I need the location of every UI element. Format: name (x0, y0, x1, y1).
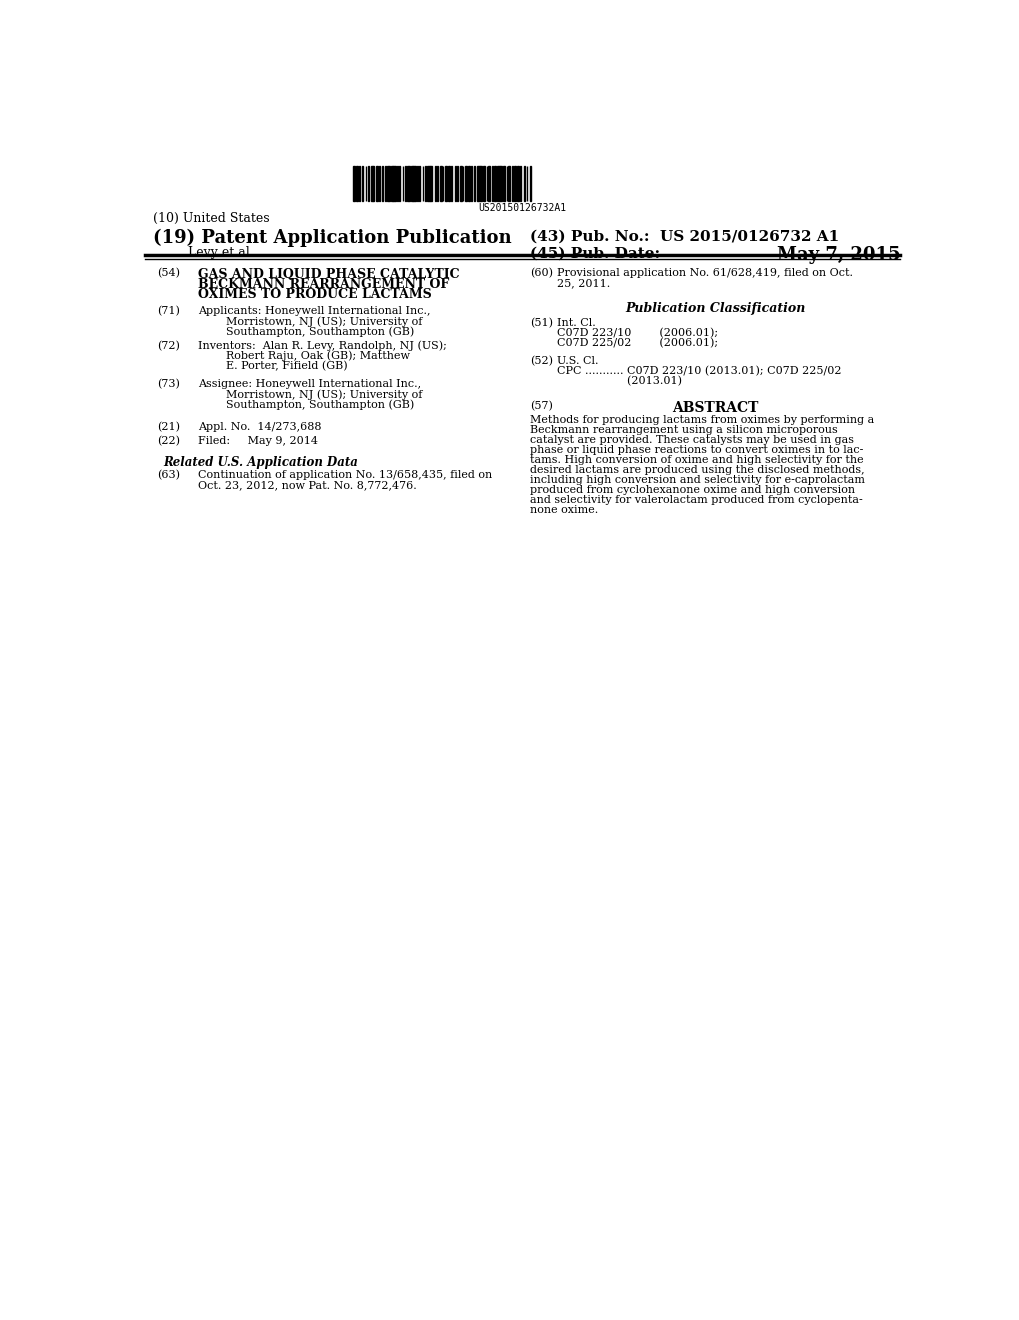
Bar (413, 166, 416, 201)
Text: (72): (72) (157, 341, 179, 351)
Text: (57): (57) (530, 401, 552, 412)
Bar (353, 166, 355, 201)
Text: Southampton, Southampton (GB): Southampton, Southampton (GB) (198, 400, 414, 411)
Bar (502, 166, 504, 201)
Bar (496, 166, 499, 201)
Text: CPC ........... C07D 223/10 (2013.01); C07D 225/02: CPC ........... C07D 223/10 (2013.01); C… (556, 367, 841, 376)
Text: tams. High conversion of oxime and high selectivity for the: tams. High conversion of oxime and high … (530, 455, 863, 465)
Text: Appl. No.  14/273,688: Appl. No. 14/273,688 (198, 422, 321, 432)
Bar (500, 166, 501, 201)
Bar (425, 166, 426, 201)
Text: (10) United States: (10) United States (153, 213, 269, 226)
Text: (22): (22) (157, 436, 179, 446)
Text: C07D 225/02        (2006.01);: C07D 225/02 (2006.01); (556, 338, 717, 348)
Bar (444, 166, 447, 201)
Bar (494, 166, 495, 201)
Text: including high conversion and selectivity for e-caprolactam: including high conversion and selectivit… (530, 475, 864, 484)
Bar (356, 166, 358, 201)
Text: produced from cyclohexanone oxime and high conversion: produced from cyclohexanone oxime and hi… (530, 484, 855, 495)
Text: (45) Pub. Date:: (45) Pub. Date: (530, 246, 660, 260)
Bar (375, 166, 378, 201)
Text: (51): (51) (530, 318, 553, 329)
Text: Int. Cl.: Int. Cl. (556, 318, 595, 327)
Bar (519, 166, 521, 201)
Text: 25, 2011.: 25, 2011. (556, 277, 610, 288)
Text: Filed:     May 9, 2014: Filed: May 9, 2014 (198, 436, 318, 446)
Text: E. Porter, Fifield (GB): E. Porter, Fifield (GB) (198, 360, 347, 371)
Text: May 7, 2015: May 7, 2015 (776, 246, 900, 264)
Text: none oxime.: none oxime. (530, 506, 598, 515)
Bar (390, 166, 392, 201)
Bar (460, 166, 462, 201)
Bar (482, 166, 485, 201)
Text: (43) Pub. No.:  US 2015/0126732 A1: (43) Pub. No.: US 2015/0126732 A1 (530, 230, 839, 243)
Bar (507, 166, 510, 201)
Text: C07D 223/10        (2006.01);: C07D 223/10 (2006.01); (556, 327, 717, 338)
Text: Morristown, NJ (US); University of: Morristown, NJ (US); University of (198, 317, 422, 327)
Bar (359, 166, 360, 201)
Text: (2013.01): (2013.01) (556, 376, 682, 387)
Text: (73): (73) (157, 379, 179, 389)
Text: Methods for producing lactams from oximes by performing a: Methods for producing lactams from oxime… (530, 414, 874, 425)
Bar (411, 166, 413, 201)
Text: U.S. Cl.: U.S. Cl. (556, 356, 598, 366)
Bar (529, 166, 531, 201)
Text: US20150126732A1: US20150126732A1 (478, 203, 567, 213)
Text: (21): (21) (157, 422, 179, 432)
Text: (54): (54) (157, 268, 179, 279)
Bar (405, 166, 407, 201)
Text: Publication Classification: Publication Classification (625, 302, 805, 315)
Text: Applicants: Honeywell International Inc.,: Applicants: Honeywell International Inc.… (198, 306, 430, 317)
Text: Morristown, NJ (US); University of: Morristown, NJ (US); University of (198, 389, 422, 400)
Text: Inventors:  Alan R. Levy, Randolph, NJ (US);: Inventors: Alan R. Levy, Randolph, NJ (U… (198, 341, 446, 351)
Text: Southampton, Southampton (GB): Southampton, Southampton (GB) (198, 326, 414, 337)
Text: catalyst are provided. These catalysts may be used in gas: catalyst are provided. These catalysts m… (530, 434, 854, 445)
Bar (468, 166, 469, 201)
Text: and selectivity for valerolactam produced from cyclopenta-: and selectivity for valerolactam produce… (530, 495, 862, 504)
Bar (488, 166, 489, 201)
Bar (398, 166, 399, 201)
Text: (63): (63) (157, 470, 179, 480)
Text: Related U.S. Application Data: Related U.S. Application Data (163, 457, 358, 470)
Text: ABSTRACT: ABSTRACT (672, 401, 758, 414)
Text: Levy et al.: Levy et al. (187, 246, 253, 259)
Bar (393, 166, 395, 201)
Bar (447, 166, 449, 201)
Bar (465, 166, 467, 201)
Text: (71): (71) (157, 306, 179, 317)
Bar (427, 166, 429, 201)
Bar (476, 166, 479, 201)
Bar (430, 166, 431, 201)
Text: GAS AND LIQUID PHASE CATALYTIC: GAS AND LIQUID PHASE CATALYTIC (198, 268, 459, 281)
Text: Beckmann rearrangement using a silicon microporous: Beckmann rearrangement using a silicon m… (530, 425, 838, 434)
Text: Robert Raju, Oak (GB); Matthew: Robert Raju, Oak (GB); Matthew (198, 351, 410, 362)
Bar (516, 166, 519, 201)
Bar (514, 166, 516, 201)
Text: OXIMES TO PRODUCE LACTAMS: OXIMES TO PRODUCE LACTAMS (198, 288, 431, 301)
Bar (419, 166, 420, 201)
Text: desired lactams are produced using the disclosed methods,: desired lactams are produced using the d… (530, 465, 864, 475)
Text: Oct. 23, 2012, now Pat. No. 8,772,476.: Oct. 23, 2012, now Pat. No. 8,772,476. (198, 480, 416, 490)
Bar (407, 166, 410, 201)
Text: (52): (52) (530, 356, 553, 367)
Text: Assignee: Honeywell International Inc.,: Assignee: Honeywell International Inc., (198, 379, 421, 389)
Bar (371, 166, 372, 201)
Text: Provisional application No. 61/628,419, filed on Oct.: Provisional application No. 61/628,419, … (556, 268, 853, 277)
Bar (440, 166, 441, 201)
Text: (19) Patent Application Publication: (19) Patent Application Publication (153, 230, 512, 247)
Text: phase or liquid phase reactions to convert oximes in to lac-: phase or liquid phase reactions to conve… (530, 445, 863, 455)
Bar (378, 166, 380, 201)
Bar (387, 166, 390, 201)
Text: (60): (60) (530, 268, 553, 279)
Bar (480, 166, 481, 201)
Text: BECKMANN REARRANGEMENT OF: BECKMANN REARRANGEMENT OF (198, 277, 448, 290)
Text: Continuation of application No. 13/658,435, filed on: Continuation of application No. 13/658,4… (198, 470, 491, 480)
